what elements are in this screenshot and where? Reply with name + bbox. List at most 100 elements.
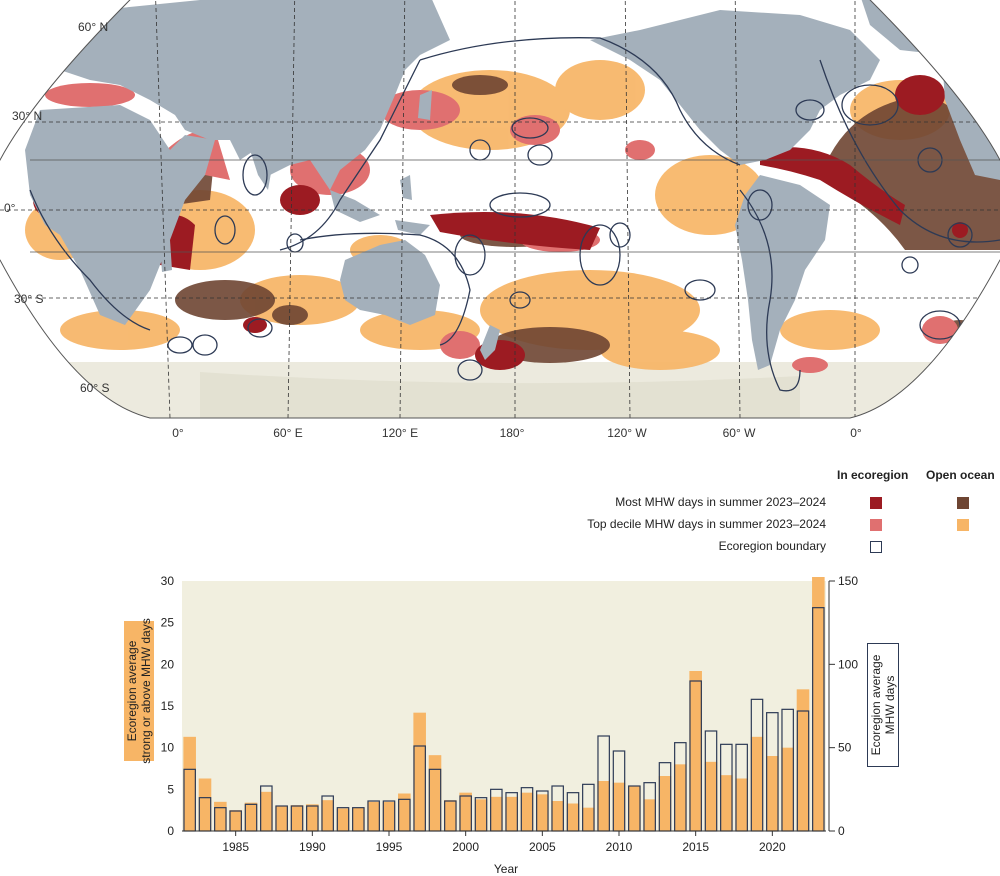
bar-strong-1992 [336, 808, 350, 831]
lon-label-120w: 120° W [607, 426, 647, 440]
antarctica-land [200, 372, 800, 418]
x-axis: 1985 1990 1995 2000 2005 2010 2015 2020 Year [182, 830, 826, 876]
bar-strong-1987 [260, 791, 273, 831]
bar-strong-2004 [520, 792, 534, 831]
bar-strong-2018 [735, 778, 748, 831]
bar-strong-1991 [321, 800, 334, 831]
x-axis-title: Year [494, 862, 518, 876]
world-map [0, 0, 1000, 419]
right-tick-150: 150 [838, 574, 858, 588]
left-tick-10: 10 [161, 741, 175, 755]
plot-background [182, 581, 826, 831]
legend-swatch-ecoregion-most [870, 497, 882, 509]
north-america [590, 10, 880, 165]
bar-strong-1997 [413, 712, 426, 831]
left-tick-5: 5 [167, 782, 174, 796]
bar-strong-1998 [428, 755, 442, 831]
lat-label-60n: 60° N [78, 20, 109, 34]
bar-strong-2003 [505, 796, 518, 831]
x-tick-2010: 2010 [606, 840, 633, 854]
x-tick-2000: 2000 [452, 840, 479, 854]
strong-mhw-bars [183, 577, 825, 831]
indonesia [330, 190, 380, 222]
australia [340, 240, 440, 325]
bar-strong-2005 [536, 794, 549, 831]
world-map-panel: 60° N 30° N 0° 30° S 60° S 0° 60° E 120°… [0, 0, 1000, 440]
map-gridlines [0, 0, 1000, 418]
bar-strong-1985 [229, 810, 242, 831]
bar-strong-1989 [290, 805, 304, 831]
bar-strong-1988 [275, 806, 288, 831]
right-tick-0: 0 [838, 824, 845, 838]
left-axis-label-line2: strong or above MHW days [139, 618, 153, 764]
legend-swatch-open-most [957, 497, 969, 509]
left-tick-25: 25 [161, 616, 175, 630]
right-axis-label: Ecoregion average MHW days [867, 643, 899, 767]
right-tick-100: 100 [838, 657, 858, 671]
bar-strong-1986 [244, 802, 258, 831]
lat-label-30n: 30° N [12, 109, 43, 123]
legend-header-in-ecoregion: In ecoregion [837, 468, 909, 482]
legend-header-open-ocean: Open ocean [926, 468, 995, 482]
bar-strong-2020 [766, 756, 779, 831]
x-tick-1995: 1995 [376, 840, 403, 854]
bar-strong-2014 [674, 764, 687, 831]
left-tick-30: 30 [161, 574, 175, 588]
ecoregion-boundaries [29, 37, 1000, 392]
bar-strong-2021 [781, 747, 794, 831]
x-tick-1990: 1990 [299, 840, 326, 854]
legend-label-boundary: Ecoregion boundary [718, 539, 826, 553]
bar-strong-2000 [459, 792, 472, 831]
bar-strong-2013 [658, 776, 672, 831]
lon-label-180: 180° [499, 426, 525, 440]
map-body [0, 0, 1000, 418]
philippines [400, 175, 412, 200]
lon-label-0: 0° [172, 426, 184, 440]
x-tick-2020: 2020 [759, 840, 786, 854]
eurasia [0, 0, 450, 190]
legend-label-top-decile: Top decile MHW days in summer 2023–2024 [587, 517, 826, 531]
tropic-lines [30, 159, 1000, 253]
bar-strong-1982 [183, 736, 196, 831]
bar-strong-2006 [551, 801, 564, 831]
bar-strong-2023 [812, 577, 825, 831]
legend-swatch-ecoregion-top-decile [870, 519, 882, 531]
lon-label-120e: 120° E [381, 426, 419, 440]
lat-label-equator: 0° [4, 201, 16, 215]
lon-label-60e: 60° E [273, 426, 303, 440]
x-tick-1985: 1985 [222, 840, 249, 854]
bar-strong-1995 [382, 801, 396, 831]
x-tick-2005: 2005 [529, 840, 556, 854]
mhw-bar-chart: 0 5 10 15 20 25 30 0 50 100 150 1985 1990 1995 2000 2… [161, 574, 859, 876]
bar-strong-1984 [214, 801, 227, 831]
left-axis-label: Ecoregion average strong or above MHW da… [124, 618, 154, 764]
left-tick-20: 20 [161, 657, 175, 671]
right-axis-label-line1: Ecoregion average [869, 654, 883, 756]
globe-outline [0, 0, 1000, 419]
left-tick-0: 0 [167, 824, 174, 838]
legend-swatch-boundary [870, 541, 882, 553]
right-tick-50: 50 [838, 741, 852, 755]
bar-strong-2016 [704, 761, 718, 831]
bar-strong-2001 [474, 799, 488, 831]
lon-label-0-right: 0° [850, 426, 862, 440]
bar-strong-1990 [306, 804, 319, 831]
madagascar [160, 240, 172, 272]
legend-swatch-open-top-decile [957, 519, 969, 531]
lat-label-30s: 30° S [14, 292, 44, 306]
bar-strong-2008 [582, 807, 595, 831]
bar-strong-2019 [750, 736, 764, 831]
lon-label-60w: 60° W [722, 426, 756, 440]
legend-label-most: Most MHW days in summer 2023–2024 [615, 495, 826, 509]
bar-strong-2009 [597, 781, 610, 831]
bar-strong-2022 [796, 689, 810, 831]
bar-strong-1996 [398, 793, 411, 831]
south-america [735, 175, 830, 370]
bar-strong-1994 [367, 801, 380, 831]
left-axis: 0 5 10 15 20 25 30 [161, 574, 175, 838]
bar-strong-2002 [490, 796, 503, 831]
bar-strong-1999 [444, 800, 457, 831]
japan [418, 90, 432, 120]
bar-strong-2007 [566, 803, 580, 831]
left-tick-15: 15 [161, 699, 175, 713]
